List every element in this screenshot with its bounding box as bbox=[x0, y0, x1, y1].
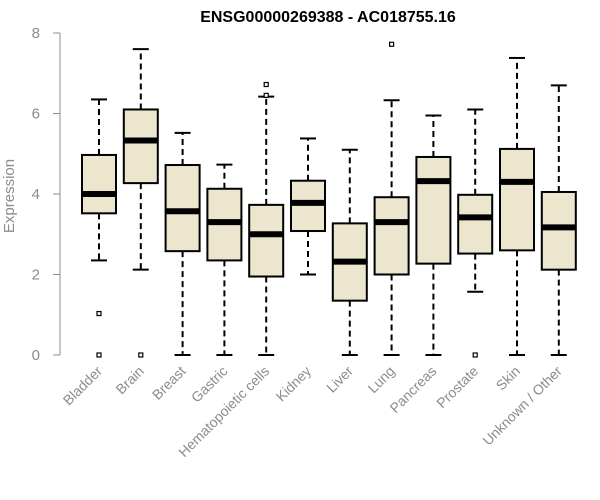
box-group bbox=[164, 131, 201, 356]
iqr-box bbox=[540, 190, 577, 271]
y-tick-label: 2 bbox=[32, 267, 40, 284]
x-category-label: Unknown / Other bbox=[479, 363, 565, 449]
outlier-point bbox=[96, 310, 102, 317]
outlier-point bbox=[389, 41, 395, 47]
outlier-point bbox=[138, 352, 144, 358]
outlier-point bbox=[472, 352, 478, 358]
x-category-label: Bladder bbox=[60, 363, 106, 409]
box-group bbox=[415, 114, 452, 356]
chart-title: ENSG00000269388 - AC018755.16 bbox=[200, 9, 456, 26]
x-category-label: Prostate bbox=[433, 363, 481, 411]
iqr-box bbox=[457, 193, 494, 255]
iqr-box bbox=[499, 147, 535, 252]
x-category-label: Skin bbox=[493, 363, 524, 394]
box-group bbox=[540, 84, 577, 356]
x-category-label: Brain bbox=[112, 363, 146, 397]
box-group bbox=[122, 48, 159, 358]
x-category-label: Lung bbox=[364, 363, 397, 396]
x-category-label: Kidney bbox=[273, 363, 315, 405]
x-category-label: Breast bbox=[149, 363, 189, 403]
box-group bbox=[81, 98, 117, 358]
iqr-box bbox=[248, 203, 285, 278]
iqr-box bbox=[122, 108, 159, 185]
box-group bbox=[290, 137, 326, 276]
y-axis: 0 2 4 6 8 bbox=[32, 25, 61, 364]
iqr-box bbox=[164, 164, 201, 253]
box-group bbox=[499, 56, 535, 356]
plot-area bbox=[81, 41, 577, 358]
iqr-box bbox=[290, 179, 326, 233]
outlier-point bbox=[96, 352, 102, 358]
iqr-box bbox=[81, 153, 117, 215]
box-group bbox=[331, 148, 368, 356]
iqr-box bbox=[373, 196, 410, 276]
box-group bbox=[457, 108, 494, 358]
y-tick-label: 0 bbox=[32, 347, 40, 364]
y-axis-label: Expression bbox=[1, 159, 18, 233]
y-tick-label: 4 bbox=[32, 186, 40, 203]
iqr-box bbox=[415, 155, 452, 265]
box-group bbox=[248, 81, 285, 356]
outlier-point bbox=[263, 92, 269, 98]
box-group bbox=[206, 163, 243, 356]
y-tick-label: 8 bbox=[32, 25, 40, 42]
outlier-point bbox=[263, 81, 269, 88]
box-group bbox=[373, 41, 410, 356]
y-tick-label: 6 bbox=[32, 106, 40, 123]
x-category-label: Liver bbox=[323, 363, 356, 396]
